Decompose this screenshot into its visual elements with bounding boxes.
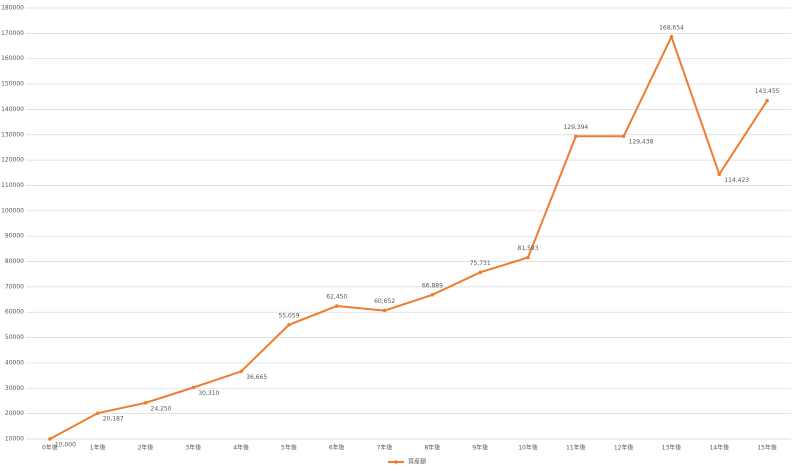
x-tick-label: 10年後 xyxy=(518,444,538,452)
legend-marker xyxy=(394,460,398,464)
x-tick-label: 3年後 xyxy=(185,444,201,452)
y-tick-label: 50000 xyxy=(5,334,24,341)
y-tick-label: 90000 xyxy=(5,233,24,240)
data-label: 81,593 xyxy=(518,245,539,252)
y-tick-label: 150000 xyxy=(1,81,24,88)
y-tick-label: 60000 xyxy=(5,309,24,316)
y-tick-label: 110000 xyxy=(1,182,24,189)
y-tick-label: 30000 xyxy=(5,385,24,392)
x-tick-label: 1年後 xyxy=(90,444,106,452)
x-tick-label: 15年後 xyxy=(757,444,777,452)
y-tick-label: 70000 xyxy=(5,283,24,290)
x-tick-label: 7年後 xyxy=(377,444,393,452)
x-tick-label: 4年後 xyxy=(233,444,249,452)
data-point xyxy=(48,437,52,441)
y-tick-label: 100000 xyxy=(1,207,24,214)
data-point xyxy=(765,98,769,103)
data-label: 60,652 xyxy=(374,298,395,305)
data-point xyxy=(574,134,578,139)
y-tick-label: 10000 xyxy=(5,436,24,443)
data-label: 75,731 xyxy=(470,260,491,267)
data-label: 66,889 xyxy=(422,282,443,289)
data-point xyxy=(621,134,626,138)
x-tick-label: 0年後 xyxy=(42,444,58,452)
data-point xyxy=(526,255,530,260)
x-tick-label: 8年後 xyxy=(424,444,440,452)
data-label: 36,665 xyxy=(246,374,267,381)
data-label: 20,187 xyxy=(103,416,124,423)
data-point xyxy=(382,308,387,313)
data-label: 168,654 xyxy=(659,24,684,31)
data-point xyxy=(669,34,674,39)
data-point xyxy=(143,401,148,405)
x-tick-label: 2年後 xyxy=(138,444,154,452)
data-point xyxy=(717,172,722,177)
data-point xyxy=(191,385,196,390)
data-label: 129,394 xyxy=(563,124,588,131)
data-line xyxy=(49,34,768,440)
data-label: 30,310 xyxy=(198,390,219,397)
x-tick-label: 14年後 xyxy=(709,444,729,452)
x-tick-label: 12年後 xyxy=(614,444,634,452)
y-tick-label: 120000 xyxy=(1,157,24,164)
data-label: 114,423 xyxy=(724,177,749,184)
data-label: 62,450 xyxy=(326,294,347,301)
data-label: 55,059 xyxy=(278,312,299,319)
x-tick-label: 5年後 xyxy=(281,444,297,452)
data-point xyxy=(95,411,100,415)
data-point xyxy=(334,304,339,308)
y-tick-label: 160000 xyxy=(1,55,24,62)
data-point xyxy=(239,369,243,374)
y-tick-label: 140000 xyxy=(1,106,24,113)
y-tick-label: 170000 xyxy=(1,30,24,37)
x-tick-label: 11年後 xyxy=(566,444,586,452)
y-tick-label: 180000 xyxy=(1,5,24,12)
x-tick-label: 13年後 xyxy=(662,444,682,452)
x-tick-label: 9年後 xyxy=(472,444,488,452)
y-tick-label: 130000 xyxy=(1,131,24,138)
data-point xyxy=(287,322,291,327)
data-label: 24,250 xyxy=(151,405,172,412)
legend-label: 資産額 xyxy=(408,458,426,466)
x-tick-label: 6年後 xyxy=(329,444,345,452)
y-tick-label: 20000 xyxy=(5,410,24,417)
data-point xyxy=(430,292,435,297)
data-label: 129,438 xyxy=(629,139,654,146)
data-label: 143,455 xyxy=(755,88,780,95)
data-label: 10,000 xyxy=(55,442,76,449)
y-tick-label: 40000 xyxy=(5,359,24,366)
data-point xyxy=(478,270,483,275)
y-tick-label: 80000 xyxy=(5,258,24,265)
